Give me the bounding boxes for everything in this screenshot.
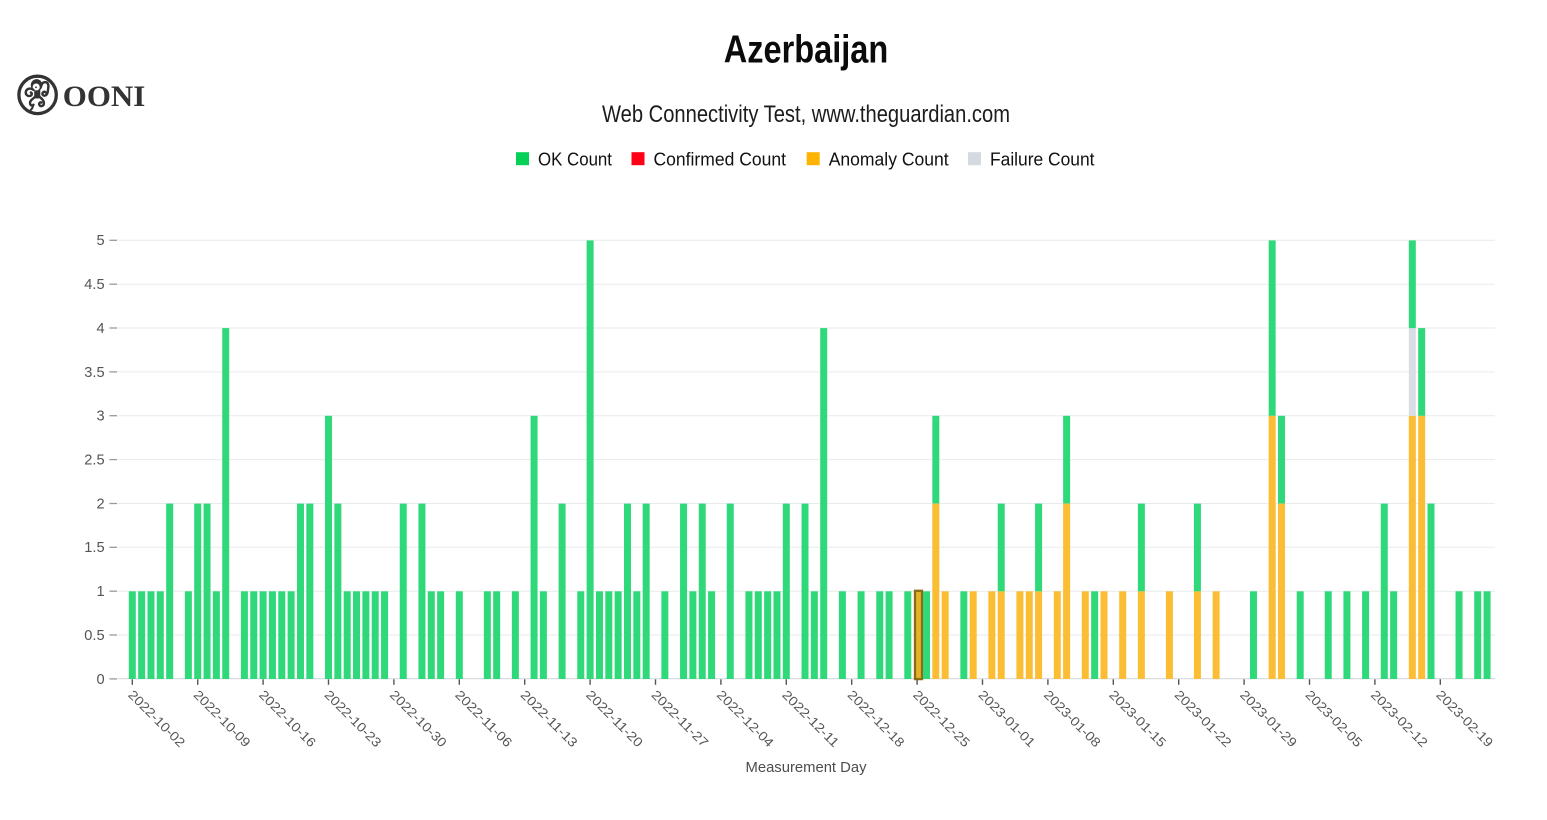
svg-text:2022-10-16: 2022-10-16 xyxy=(256,687,319,750)
svg-text:2022-10-09: 2022-10-09 xyxy=(191,687,254,750)
svg-text:2023-01-22: 2023-01-22 xyxy=(1172,687,1235,750)
svg-text:2022-10-30: 2022-10-30 xyxy=(387,687,450,750)
svg-text:2022-11-20: 2022-11-20 xyxy=(583,687,646,750)
svg-text:2022-11-06: 2022-11-06 xyxy=(452,687,515,750)
svg-text:Anomaly Count: Anomaly Count xyxy=(829,149,949,170)
svg-text:2023-01-01: 2023-01-01 xyxy=(975,687,1038,750)
svg-text:2023-01-08: 2023-01-08 xyxy=(1041,687,1104,750)
svg-text:2: 2 xyxy=(96,496,104,512)
svg-text:OONI: OONI xyxy=(63,81,146,113)
svg-text:2023-02-19: 2023-02-19 xyxy=(1433,687,1496,750)
svg-text:5: 5 xyxy=(96,233,104,249)
svg-text:2022-12-04: 2022-12-04 xyxy=(714,687,777,750)
svg-text:0: 0 xyxy=(96,672,104,688)
svg-text:1: 1 xyxy=(96,584,104,600)
svg-text:Measurement Day: Measurement Day xyxy=(746,759,867,776)
svg-text:0.5: 0.5 xyxy=(84,628,104,644)
svg-text:Web Connectivity Test, www.the: Web Connectivity Test, www.theguardian.c… xyxy=(602,101,1010,128)
svg-text:2023-01-29: 2023-01-29 xyxy=(1237,687,1300,750)
svg-text:2023-02-12: 2023-02-12 xyxy=(1368,687,1431,750)
svg-text:2022-10-02: 2022-10-02 xyxy=(125,687,188,750)
svg-text:2022-12-25: 2022-12-25 xyxy=(910,687,973,750)
svg-text:4.5: 4.5 xyxy=(84,277,104,293)
svg-text:2023-02-05: 2023-02-05 xyxy=(1302,687,1365,750)
svg-text:OK Count: OK Count xyxy=(538,149,612,170)
svg-text:3: 3 xyxy=(96,409,104,425)
svg-text:2022-12-18: 2022-12-18 xyxy=(845,687,908,750)
svg-text:2022-11-13: 2022-11-13 xyxy=(518,687,581,750)
svg-text:1.5: 1.5 xyxy=(84,540,104,556)
svg-text:2.5: 2.5 xyxy=(84,453,104,469)
svg-text:Azerbaijan: Azerbaijan xyxy=(724,29,889,72)
svg-text:Failure Count: Failure Count xyxy=(990,149,1095,170)
svg-text:2022-12-11: 2022-12-11 xyxy=(779,687,842,750)
svg-text:2023-01-15: 2023-01-15 xyxy=(1106,687,1169,750)
svg-text:3.5: 3.5 xyxy=(84,365,104,381)
svg-text:2022-10-23: 2022-10-23 xyxy=(321,687,384,750)
svg-text:2022-11-27: 2022-11-27 xyxy=(648,687,711,750)
svg-text:Confirmed Count: Confirmed Count xyxy=(654,149,787,170)
svg-text:4: 4 xyxy=(96,321,104,337)
